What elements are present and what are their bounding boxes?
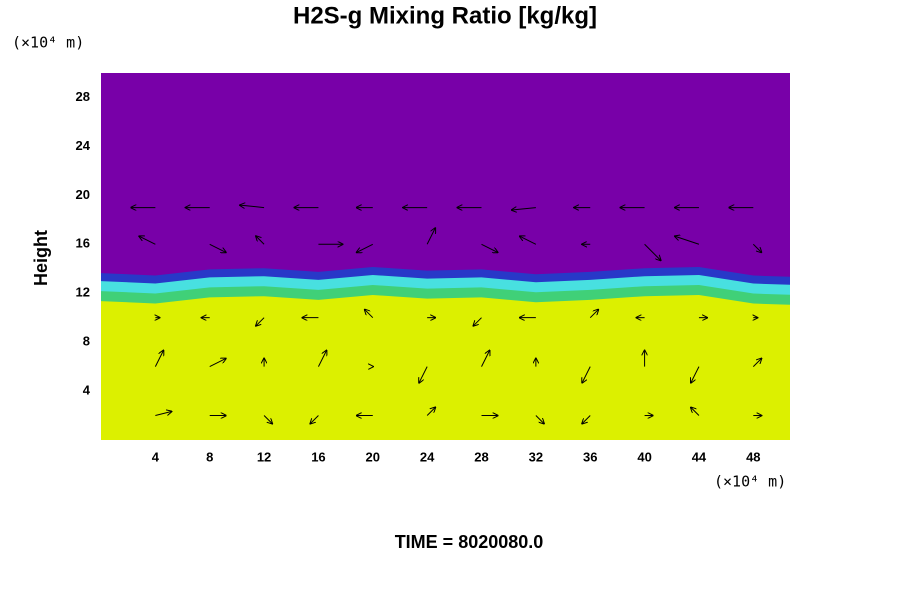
y-tick-label: 12 — [76, 285, 90, 300]
x-tick-label: 28 — [474, 449, 488, 464]
wind-vector — [419, 366, 428, 383]
wind-vector — [582, 366, 591, 383]
wind-vector — [256, 317, 265, 326]
wind-vector — [481, 243, 498, 252]
x-tick-label: 24 — [420, 449, 435, 464]
chart-title: H2S-g Mixing Ratio [kg/kg] — [293, 2, 597, 29]
y-tick-label: 16 — [76, 236, 90, 251]
wind-vector — [474, 317, 482, 326]
wind-vector — [426, 408, 435, 416]
wind-vector — [691, 408, 700, 416]
x-tick-label: 16 — [311, 449, 325, 464]
y-tick-label: 4 — [83, 383, 91, 398]
x-tick-label: 32 — [529, 449, 543, 464]
y-unit: (×10⁴ m) — [12, 34, 84, 52]
wind-vector — [155, 412, 171, 417]
x-tick-label: 40 — [637, 449, 651, 464]
y-tick-label: 28 — [76, 89, 90, 104]
wind-vector — [209, 243, 226, 252]
x-tick-label: 48 — [746, 449, 760, 464]
plot-area — [101, 73, 790, 440]
wind-vector — [310, 415, 319, 424]
wind-vector — [752, 243, 761, 252]
wind-vector — [691, 366, 700, 383]
x-tick-label: 36 — [583, 449, 597, 464]
footer: TIME = 8020080.0 — [395, 532, 544, 552]
wind-vector — [644, 243, 661, 260]
y-tick-label: 8 — [83, 334, 90, 349]
wind-vector — [512, 208, 536, 210]
field-band — [101, 294, 790, 440]
x-tick-label: 44 — [692, 449, 707, 464]
y-tick-label: 20 — [76, 187, 90, 202]
y-label: Height — [31, 230, 51, 286]
y-tick-label: 24 — [76, 138, 91, 153]
x-tick-label: 12 — [257, 449, 271, 464]
wind-vector — [154, 351, 163, 367]
wind-vector — [209, 359, 226, 368]
wind-vector — [263, 415, 272, 424]
wind-vector — [752, 359, 761, 367]
x-tick-label: 4 — [152, 449, 160, 464]
wind-vector — [426, 228, 435, 245]
wind-vector — [675, 236, 700, 245]
wind-vector — [589, 310, 598, 319]
wind-vector — [365, 310, 374, 319]
wind-vector — [240, 205, 265, 207]
wind-vector — [481, 351, 490, 367]
wind-vector — [520, 236, 537, 245]
wind-vector — [535, 415, 544, 424]
wind-vector — [317, 351, 326, 367]
x-tick-label: 8 — [206, 449, 213, 464]
wind-vector — [582, 415, 591, 424]
x-unit: (×10⁴ m) — [714, 473, 786, 491]
wind-vector — [357, 243, 374, 252]
x-tick-label: 20 — [366, 449, 380, 464]
wind-vector — [139, 236, 156, 245]
wind-vector — [256, 236, 265, 245]
